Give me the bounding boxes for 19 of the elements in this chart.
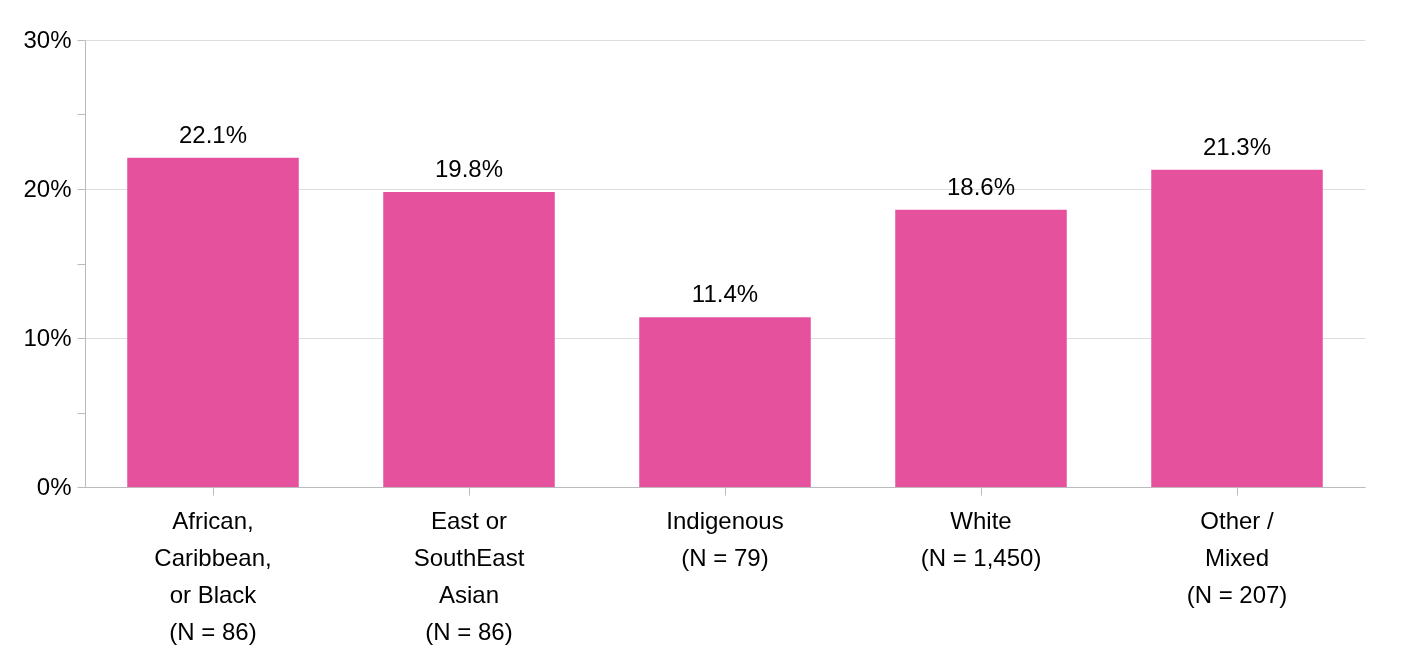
x-tick-label: White (N = 1,450) [920,506,1042,571]
data-label: 18.6% [946,172,1016,200]
bar [639,317,811,487]
bar [383,191,555,487]
x-tick-label: African, Caribbean, or Black (N = 86) [154,506,272,645]
bar [127,157,299,487]
data-label: 19.8% [434,154,504,182]
bar [1151,169,1323,487]
bar [895,209,1067,487]
data-label: 22.1% [178,120,248,148]
y-tick-label: 10% [23,323,72,351]
y-tick-label: 0% [36,472,72,500]
x-tick-label: Other / Mixed (N = 207) [1186,506,1288,608]
data-label: 11.4% [691,280,759,308]
data-label: 21.3% [1202,132,1272,160]
x-tick-label: East or SouthEast Asian (N = 86) [413,506,525,645]
x-tick-label: Indigenous (N = 79) [666,506,784,571]
y-tick-label: 20% [23,174,72,202]
y-tick-label: 30% [23,25,72,53]
